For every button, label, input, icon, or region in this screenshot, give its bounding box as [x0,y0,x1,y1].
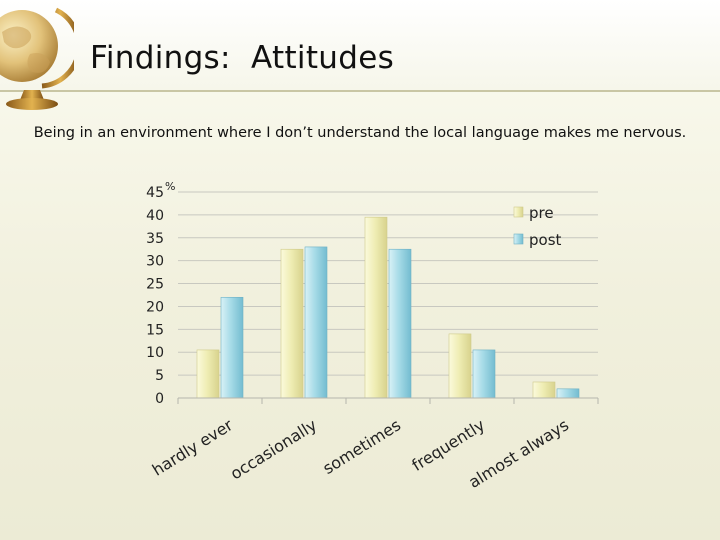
x-category-label: sometimes [319,415,404,478]
x-category-label: hardly ever [149,415,237,480]
y-tick-label: 40 [146,208,164,224]
bar-pre [448,333,472,399]
bar-pre [364,216,388,399]
legend: pre post [513,204,562,249]
bar-pre [532,381,556,399]
y-tick-label: 5 [155,368,164,384]
legend-label: post [529,231,562,249]
x-category-label: occasionally [227,415,320,483]
bar-post [388,248,412,399]
y-unit-label: % [165,180,175,193]
y-tick-label: 30 [146,254,164,270]
header-divider [0,90,720,92]
bar-post [304,246,328,399]
bar-post [220,296,244,399]
bars [196,216,580,399]
legend-swatch-post [513,233,524,245]
y-tick-label: 20 [146,299,164,315]
header-band [0,0,720,90]
legend-label: pre [529,204,554,222]
bar-pre [196,349,220,399]
y-tick-label: 25 [146,277,164,293]
bar-post [556,388,580,399]
y-tick-label: 45 [146,185,164,201]
legend-swatch-pre [513,206,524,218]
globe-icon [0,7,74,110]
y-tick-label: 10 [146,345,164,361]
y-tick-label: 15 [146,322,164,338]
slide-title: Findings: Attitudes [90,40,395,76]
bar-post [472,349,496,399]
y-tick-label: 0 [155,391,164,407]
bar-pre [280,248,304,399]
y-tick-label: 35 [146,231,164,247]
slide-subtitle: Being in an environment where I don’t un… [33,125,687,141]
x-category-label: frequently [408,415,488,475]
